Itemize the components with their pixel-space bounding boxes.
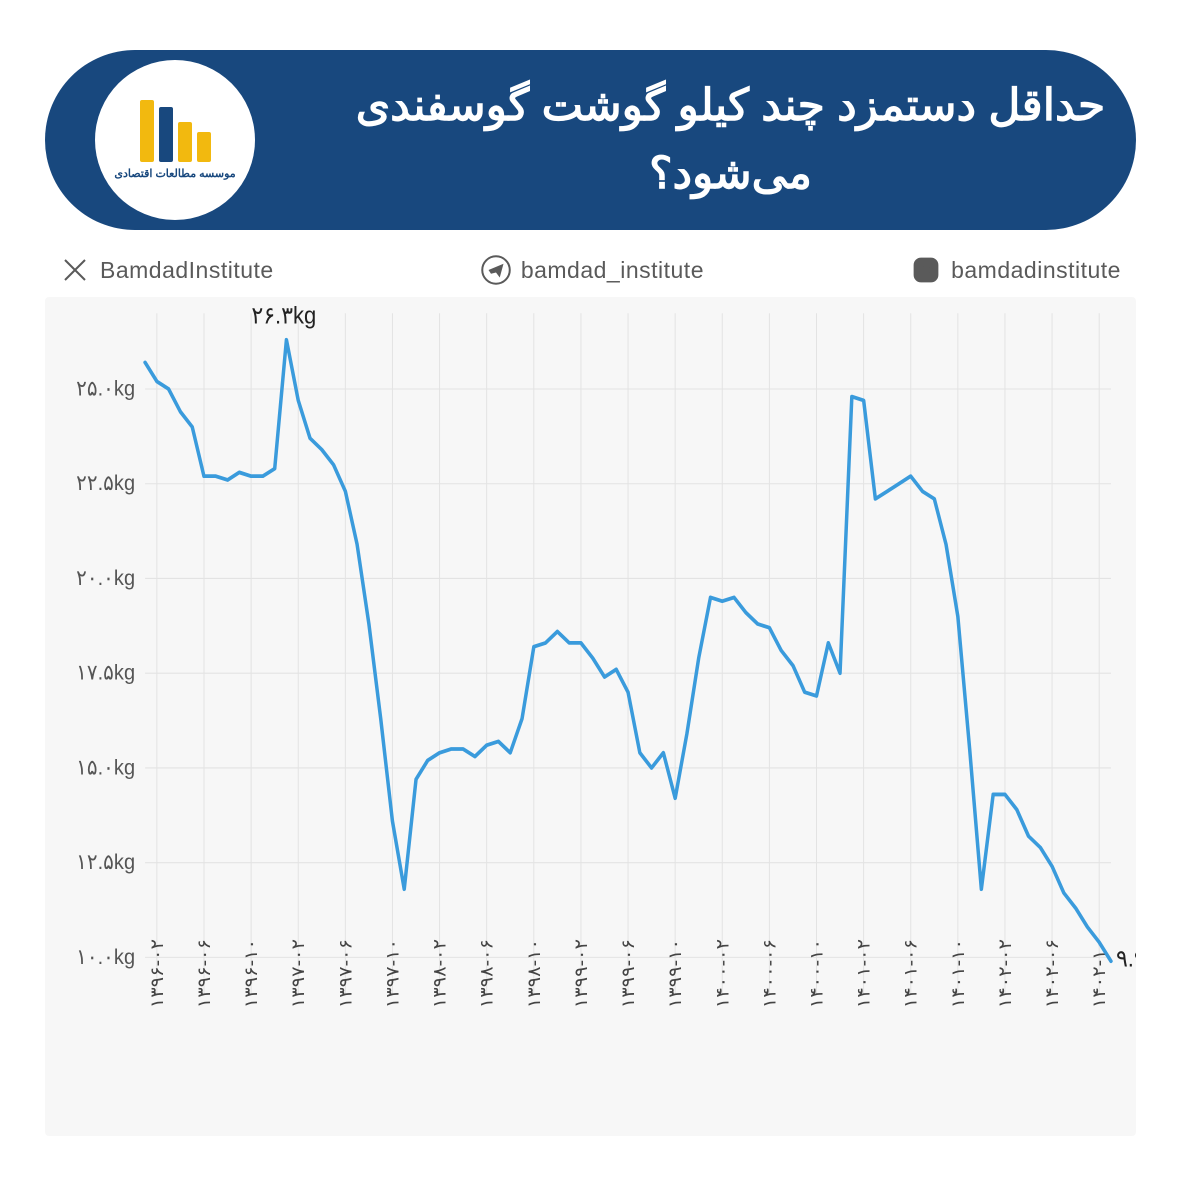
- svg-text:۱۳۹۸-۰۶: ۱۳۹۸-۰۶: [476, 939, 496, 1008]
- svg-text:۱۴۰۰-۰۲: ۱۴۰۰-۰۲: [712, 939, 732, 1008]
- svg-text:۱۳۹۷-۱۰: ۱۳۹۷-۱۰: [382, 939, 402, 1008]
- brand-logo: موسسه مطالعات اقتصادی: [95, 60, 255, 220]
- page-title: حداقل دستمزد چند کیلو گوشت گوسفندی می‌شو…: [255, 72, 1116, 208]
- svg-text:۲۰.۰kg: ۲۰.۰kg: [76, 566, 135, 590]
- svg-text:۱۰.۰kg: ۱۰.۰kg: [76, 945, 135, 969]
- svg-text:۱۵.۰kg: ۱۵.۰kg: [76, 756, 135, 780]
- svg-text:۲۵.۰kg: ۲۵.۰kg: [76, 377, 135, 401]
- svg-text:۱۴۰۱-۱۰: ۱۴۰۱-۱۰: [948, 939, 968, 1008]
- svg-text:۱۴۰۱-۰۲: ۱۴۰۱-۰۲: [853, 939, 873, 1008]
- svg-text:۱۷.۵kg: ۱۷.۵kg: [76, 661, 135, 685]
- svg-text:۱۳۹۹-۰۲: ۱۳۹۹-۰۲: [571, 939, 591, 1008]
- svg-text:۲۶.۳kg: ۲۶.۳kg: [251, 302, 316, 329]
- social-instagram-handle: bamdadinstitute: [951, 257, 1121, 284]
- svg-text:۱۳۹۶-۰۲: ۱۳۹۶-۰۲: [147, 939, 167, 1008]
- svg-text:۱۴۰۰-۰۶: ۱۴۰۰-۰۶: [759, 939, 779, 1008]
- svg-text:۱۳۹۶-۰۶: ۱۳۹۶-۰۶: [194, 939, 214, 1008]
- svg-text:۱۴۰۲-۰۶: ۱۴۰۲-۰۶: [1042, 939, 1062, 1008]
- social-x[interactable]: BamdadInstitute: [60, 255, 274, 285]
- svg-text:۱۴۰۱-۰۶: ۱۴۰۱-۰۶: [900, 939, 920, 1008]
- svg-text:۱۳۹۹-۰۶: ۱۳۹۹-۰۶: [618, 939, 638, 1008]
- instagram-icon: [911, 255, 941, 285]
- social-instagram[interactable]: bamdadinstitute: [911, 255, 1121, 285]
- social-telegram[interactable]: bamdad_institute: [481, 255, 704, 285]
- svg-text:۱۳۹۷-۰۲: ۱۳۹۷-۰۲: [288, 939, 308, 1008]
- svg-text:۱۳۹۸-۰۲: ۱۳۹۸-۰۲: [429, 939, 449, 1008]
- social-bar: BamdadInstitute bamdad_institute bamdadi…: [45, 255, 1136, 285]
- svg-text:۱۴۰۲-۰۲: ۱۴۰۲-۰۲: [995, 939, 1015, 1008]
- header-pill: حداقل دستمزد چند کیلو گوشت گوسفندی می‌شو…: [45, 50, 1136, 230]
- telegram-icon: [481, 255, 511, 285]
- svg-text:۱۴۰۲-۱۰: ۱۴۰۲-۱۰: [1089, 939, 1109, 1008]
- social-x-handle: BamdadInstitute: [100, 257, 274, 284]
- svg-text:۲۲.۵kg: ۲۲.۵kg: [76, 472, 135, 496]
- svg-text:۱۳۹۶-۱۰: ۱۳۹۶-۱۰: [241, 939, 261, 1008]
- svg-text:۱۳۹۹-۱۰: ۱۳۹۹-۱۰: [665, 939, 685, 1008]
- x-twitter-icon: [60, 255, 90, 285]
- svg-text:۱۳۹۸-۱۰: ۱۳۹۸-۱۰: [523, 939, 543, 1008]
- logo-bars-icon: [140, 100, 211, 162]
- social-telegram-handle: bamdad_institute: [521, 257, 704, 284]
- svg-text:۱۳۹۷-۰۶: ۱۳۹۷-۰۶: [335, 939, 355, 1008]
- svg-text:۱۲.۵kg: ۱۲.۵kg: [76, 850, 135, 874]
- logo-subtitle: موسسه مطالعات اقتصادی: [114, 167, 235, 180]
- line-chart: ۱۰.۰kg ۱۲.۵kg ۱۵.۰kg ۱۷.۵kg ۲۰.۰kg ۲۲.۵kg ۲۵.۰…: [45, 297, 1136, 1136]
- svg-text:۹.۹kg: ۹.۹kg: [1116, 945, 1136, 972]
- svg-text:۱۴۰۰-۱۰: ۱۴۰۰-۱۰: [806, 939, 826, 1008]
